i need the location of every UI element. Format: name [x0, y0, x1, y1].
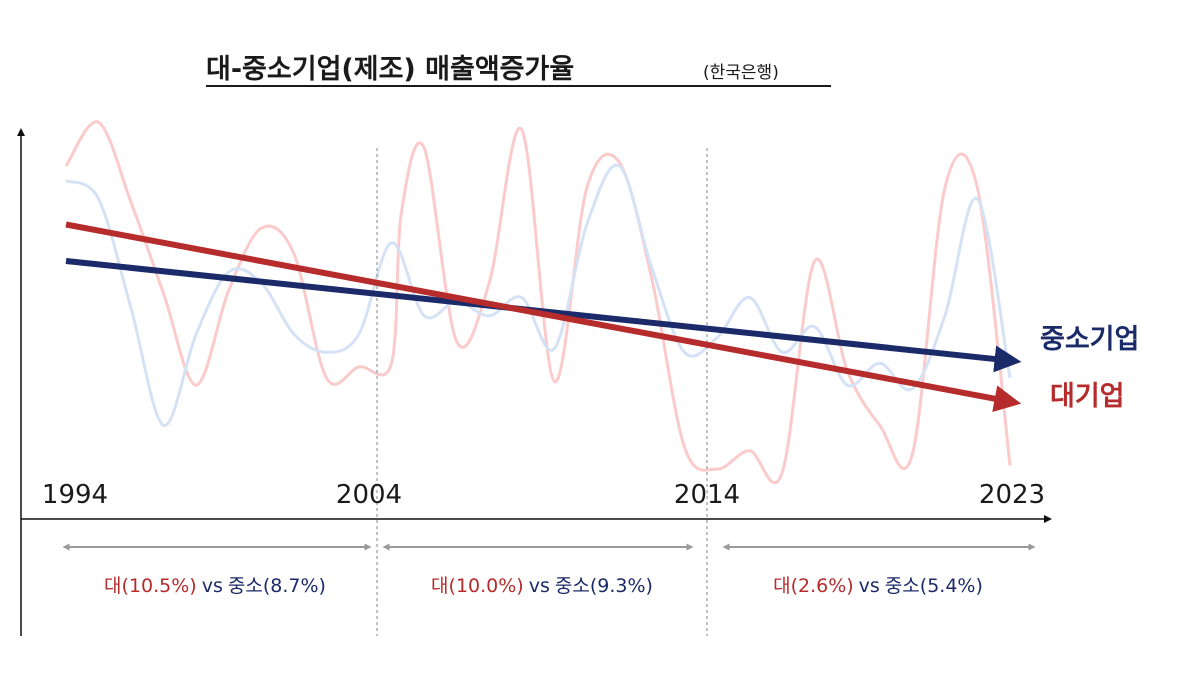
period-1-large: 대(10.5%) — [104, 575, 197, 597]
trend-group — [65, 221, 1022, 412]
tick-label-1994: 1994 — [42, 480, 108, 510]
period-label-1: 대(10.5%) vs 중소(8.7%) — [104, 575, 326, 597]
period-label-2: 대(10.0%) vs 중소(9.3%) — [431, 575, 653, 597]
chart-source: (한국은행) — [703, 63, 779, 83]
period-2-small: 중소(9.3%) — [555, 575, 653, 597]
background-series-group — [64, 120, 1012, 485]
tick-label-2023: 2023 — [979, 480, 1045, 510]
period-3-large: 대(2.6%) — [773, 575, 854, 597]
chart-title: 대-중소기업(제조) 매출액증가율 — [206, 54, 574, 85]
period-1-vs: vs — [202, 575, 223, 597]
tick-label-2014: 2014 — [674, 480, 740, 510]
period-3-small: 중소(5.4%) — [885, 575, 983, 597]
period-label-3: 대(2.6%) vs 중소(5.4%) — [773, 575, 983, 597]
background-series-line-2 — [65, 163, 1012, 427]
period-1-small: 중소(8.7%) — [228, 575, 326, 597]
background-series-line-1 — [64, 120, 1012, 485]
trend-arrow-large — [65, 221, 1022, 412]
tick-label-2004: 2004 — [336, 480, 402, 510]
series-label-small: 중소기업 — [1040, 324, 1139, 355]
period-3-vs: vs — [859, 575, 880, 597]
period-2-vs: vs — [529, 575, 550, 597]
series-label-large: 대기업 — [1050, 381, 1125, 412]
period-2-large: 대(10.0%) — [431, 575, 524, 597]
